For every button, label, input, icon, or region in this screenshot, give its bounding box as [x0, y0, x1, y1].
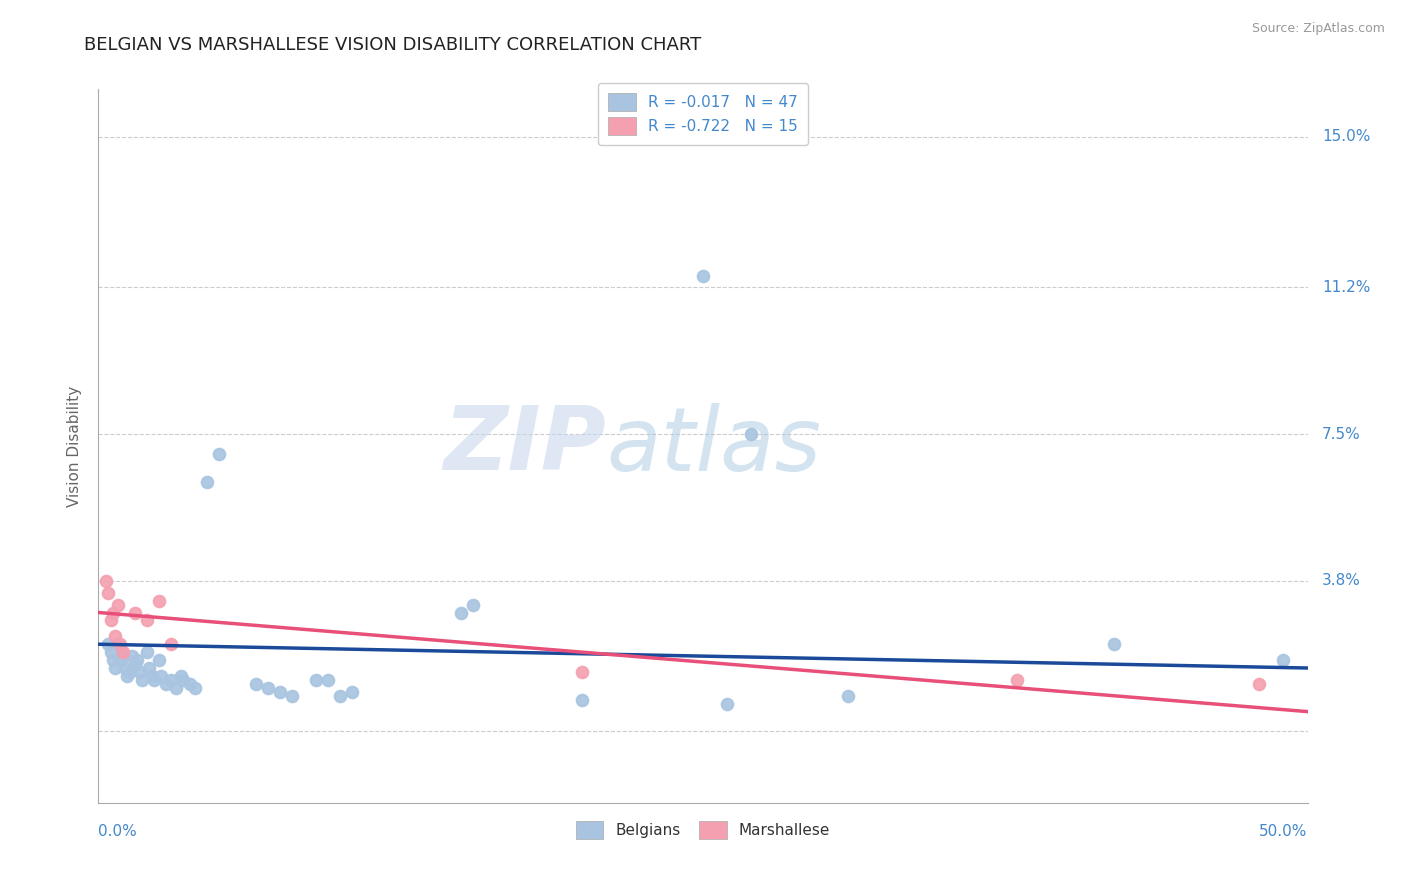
Point: [124, 657, 146, 671]
Point: [101, 606, 124, 620]
Point: [128, 665, 150, 679]
Point: [135, 645, 157, 659]
Point: [141, 669, 163, 683]
Point: [107, 598, 129, 612]
Point: [245, 677, 267, 691]
Point: [1102, 637, 1125, 651]
Point: [148, 653, 170, 667]
Text: ZIP: ZIP: [443, 402, 606, 490]
Point: [111, 649, 134, 664]
Point: [94, 574, 117, 588]
Point: [281, 689, 304, 703]
Point: [169, 669, 191, 683]
Point: [135, 614, 157, 628]
Text: atlas: atlas: [606, 403, 821, 489]
Text: 15.0%: 15.0%: [1322, 129, 1371, 145]
Point: [118, 665, 141, 679]
Point: [1007, 673, 1029, 687]
Point: [1249, 677, 1271, 691]
Point: [692, 268, 714, 283]
Point: [97, 585, 120, 599]
Point: [463, 598, 485, 612]
Point: [97, 637, 120, 651]
Point: [100, 645, 122, 659]
Point: [165, 681, 187, 695]
Point: [131, 673, 153, 687]
Text: 3.8%: 3.8%: [1322, 574, 1361, 589]
Point: [111, 645, 134, 659]
Point: [195, 475, 218, 489]
Point: [138, 661, 160, 675]
Point: [208, 447, 231, 461]
Point: [114, 661, 136, 675]
Text: BELGIAN VS MARSHALLESE VISION DISABILITY CORRELATION CHART: BELGIAN VS MARSHALLESE VISION DISABILITY…: [84, 36, 702, 54]
Text: 7.5%: 7.5%: [1322, 426, 1361, 442]
Point: [571, 665, 593, 679]
Point: [450, 606, 472, 620]
Point: [160, 673, 183, 687]
Point: [121, 649, 143, 664]
Point: [155, 677, 177, 691]
Point: [256, 681, 278, 695]
Text: Source: ZipAtlas.com: Source: ZipAtlas.com: [1251, 22, 1385, 36]
Point: [329, 689, 352, 703]
Point: [184, 681, 207, 695]
Point: [716, 697, 738, 711]
Y-axis label: Vision Disability: Vision Disability: [67, 385, 83, 507]
Text: 11.2%: 11.2%: [1322, 280, 1371, 295]
Point: [104, 629, 127, 643]
Point: [150, 669, 173, 683]
Point: [740, 427, 762, 442]
Point: [108, 637, 131, 651]
Point: [143, 673, 166, 687]
Point: [148, 593, 170, 607]
Point: [172, 673, 194, 687]
Point: [108, 653, 131, 667]
Point: [127, 653, 149, 667]
Point: [117, 669, 139, 683]
Point: [316, 673, 339, 687]
Point: [124, 606, 146, 620]
Point: [107, 637, 129, 651]
Point: [104, 661, 127, 675]
Point: [269, 685, 291, 699]
Point: [342, 685, 364, 699]
Point: [179, 677, 201, 691]
Point: [160, 637, 183, 651]
Point: [1272, 653, 1295, 667]
Point: [100, 614, 122, 628]
Point: [101, 653, 124, 667]
Point: [571, 692, 593, 706]
Legend: Belgians, Marshallese: Belgians, Marshallese: [569, 815, 837, 845]
Text: 0.0%: 0.0%: [98, 824, 138, 839]
Text: 50.0%: 50.0%: [1260, 824, 1308, 839]
Point: [305, 673, 328, 687]
Point: [837, 689, 859, 703]
